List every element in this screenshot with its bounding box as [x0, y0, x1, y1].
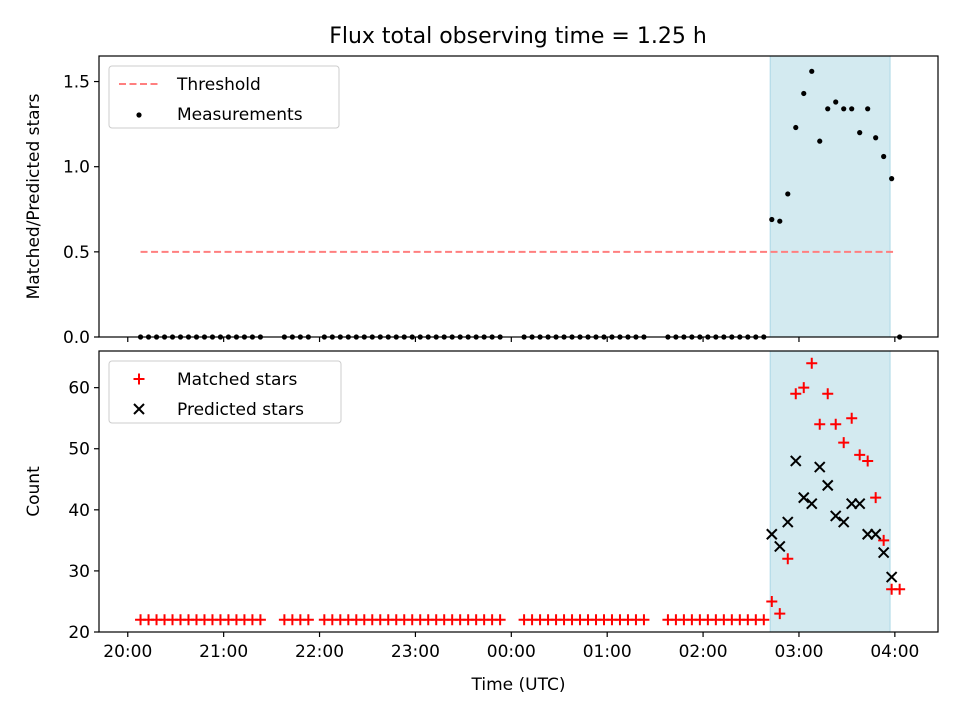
measurement-point	[825, 106, 831, 112]
matched-star-point	[894, 583, 906, 595]
legend-label: Matched stars	[177, 370, 297, 390]
legend-box	[108, 360, 342, 424]
matched-star-point	[774, 608, 786, 620]
measurement-point	[881, 153, 887, 160]
axes-frame	[98, 350, 939, 633]
x-tick-label: 04:00	[870, 642, 919, 662]
x-tick-label: 20:00	[103, 642, 152, 662]
measurement-point	[793, 124, 799, 131]
y-tick-label: 1.0	[63, 158, 90, 178]
predicted-star-point	[885, 571, 898, 583]
x-tick-label: 22:00	[295, 642, 344, 662]
measurement-point	[769, 216, 775, 223]
predicted-star-point	[774, 540, 786, 553]
predicted-star-point	[814, 461, 826, 473]
matched-star-point	[790, 388, 802, 400]
measurement-point	[865, 106, 871, 112]
legend-label: Predicted stars	[177, 400, 304, 420]
y-tick-label: 0.5	[63, 243, 90, 263]
predicted-star-point	[838, 516, 850, 528]
measurement-point	[777, 218, 783, 224]
measurement-point	[785, 191, 791, 197]
y-tick-label: 40	[68, 501, 90, 521]
predicted-star-point	[869, 528, 882, 540]
matched-star-point	[870, 492, 882, 504]
measurement-point	[801, 90, 807, 97]
axes-frame	[98, 55, 939, 338]
observing-window-span	[769, 55, 891, 338]
measurement-point	[889, 176, 895, 182]
matched-star-point	[854, 449, 866, 461]
matched-star-point	[302, 614, 314, 626]
y-tick-label: 1.5	[63, 73, 90, 93]
legend-box	[108, 65, 340, 129]
matched-star-point	[846, 412, 858, 424]
x-tick-label: 00:00	[487, 642, 536, 662]
matched-star-point	[494, 614, 506, 626]
y-tick-label: 0.0	[63, 328, 90, 348]
x-tick-label: 01:00	[583, 642, 632, 662]
y-tick-label: 50	[68, 440, 90, 460]
measurement-point	[849, 106, 855, 112]
observing-window-span	[769, 350, 891, 633]
x-axis-label: Time (UTC)	[471, 675, 566, 695]
legend: Threshold Measurements	[108, 65, 340, 129]
measurement-point	[817, 138, 823, 144]
measurement-point	[809, 68, 815, 74]
predicted-star-point	[830, 510, 842, 522]
legend-matched-swatch	[133, 373, 145, 385]
predicted-star-point	[877, 546, 890, 559]
x-tick-label: 21:00	[199, 642, 248, 662]
legend: Matched stars Predicted stars	[108, 360, 342, 424]
matched-star-point	[798, 382, 810, 394]
matched-star-point	[806, 357, 818, 369]
measurement-point	[857, 130, 863, 136]
matched-star-point	[830, 418, 842, 430]
predicted-star-point	[790, 455, 802, 467]
matched-star-point	[766, 595, 778, 607]
chart-title: Flux total observing time = 1.25 h	[329, 24, 707, 49]
y-tick-label: 30	[68, 562, 90, 582]
bottom-panel: 20 30 40 50 60 20:00 21:00 22:00 23:00 00:00 01:00…	[24, 350, 939, 695]
matched-star-point	[638, 614, 650, 626]
x-tick-label: 02:00	[679, 642, 728, 662]
predicted-star-point	[798, 491, 810, 504]
matched-star-point	[758, 614, 770, 626]
legend-predicted-swatch	[133, 403, 145, 415]
matched-star-point	[878, 534, 890, 546]
matched-star-point	[814, 418, 826, 430]
top-panel: 0.0 0.5 1.0 1.5 Matched/Predicted stars Thres…	[24, 55, 939, 348]
y-tick-label: 60	[68, 379, 90, 399]
legend-measurement-swatch	[136, 112, 142, 118]
predicted-star-point	[806, 498, 818, 510]
legend-label: Threshold	[176, 75, 261, 95]
matched-star-point	[838, 437, 850, 449]
matched-star-point	[822, 388, 834, 400]
y-axis-label: Count	[24, 466, 44, 517]
legend-label: Measurements	[177, 105, 303, 125]
matched-star-point	[862, 455, 874, 467]
x-tick-label: 23:00	[391, 642, 440, 662]
matched-star-point	[254, 614, 266, 626]
measurement-point	[833, 99, 839, 105]
y-tick-label: 20	[68, 623, 90, 643]
predicted-star-point	[766, 528, 778, 540]
x-tick-label: 03:00	[774, 642, 823, 662]
matched-star-point	[782, 553, 794, 565]
predicted-star-point	[782, 516, 794, 528]
series-matched-stars	[135, 357, 906, 626]
predicted-star-point	[853, 498, 866, 510]
measurement-point	[841, 106, 847, 112]
measurement-point	[873, 135, 879, 141]
y-axis-label: Matched/Predicted stars	[24, 93, 44, 299]
series-predicted-stars	[766, 455, 898, 583]
predicted-star-point	[822, 479, 834, 492]
